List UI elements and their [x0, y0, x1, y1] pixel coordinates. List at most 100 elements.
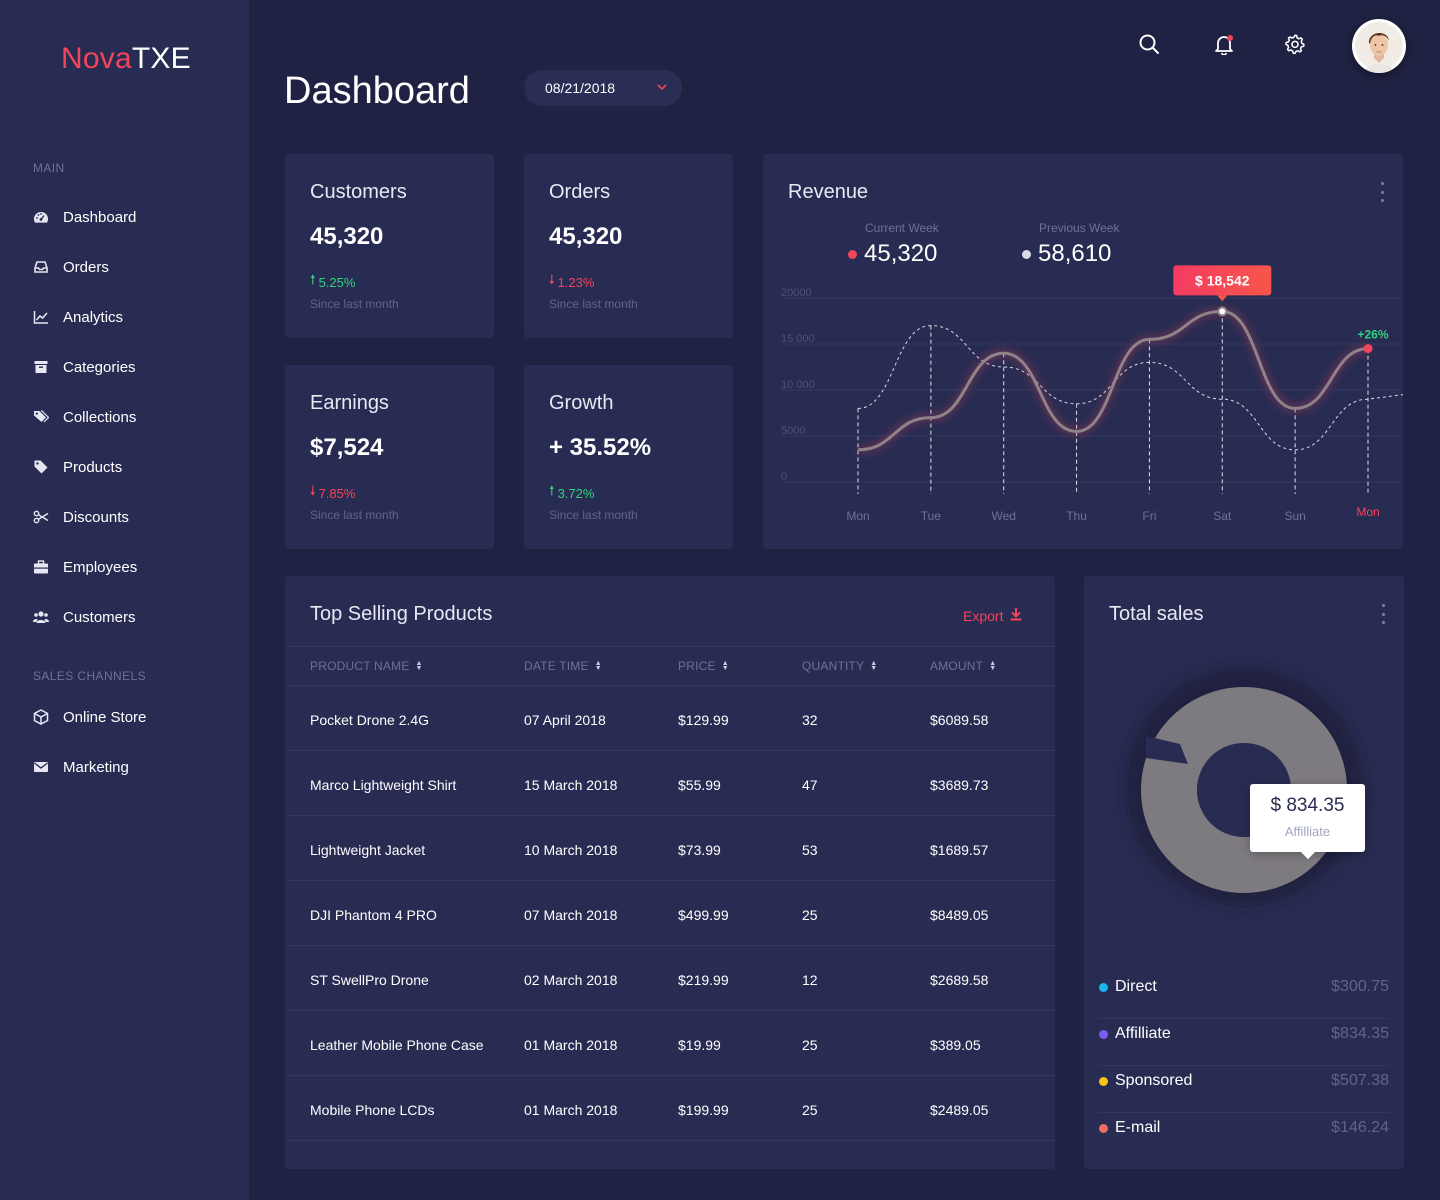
- more-options-button[interactable]: [1379, 182, 1385, 202]
- revenue-tooltip-box: [1173, 265, 1272, 296]
- legend-name: Sponsored: [1115, 1072, 1193, 1089]
- stat-card-growth: Growth + 35.52% 🠕 3.72% Since last month: [524, 365, 733, 549]
- current-week-label: Current Week: [865, 221, 939, 235]
- cell-price: $73.99: [678, 842, 721, 858]
- column-header-amount[interactable]: AMOUNT ▲ ▼: [930, 659, 996, 673]
- sales-legend-item-direct[interactable]: Direct $300.75: [1098, 972, 1389, 1019]
- y-tick-label: 5000: [781, 425, 805, 437]
- stat-card-customers: Customers 45,320 🠕 5.25% Since last month: [285, 154, 494, 338]
- sidebar-item-label: Online Store: [63, 708, 147, 726]
- table-row[interactable]: Mobile Phone LCDs 01 March 2018 $199.99 …: [285, 1076, 1055, 1141]
- column-header-price[interactable]: PRICE ▲ ▼: [678, 659, 729, 673]
- arrow-down-icon: 🠗: [310, 483, 316, 498]
- scissors-icon: [33, 509, 49, 525]
- cell-date-time: 15 March 2018: [524, 777, 618, 793]
- donut-tooltip-label: Affilliate: [1284, 824, 1331, 839]
- date-picker-value: 08/21/2018: [545, 80, 616, 96]
- cell-date-time: 01 March 2018: [524, 1037, 618, 1053]
- cell-quantity: 25: [802, 1102, 818, 1118]
- cell-price: $129.99: [678, 712, 729, 728]
- table-row[interactable]: Marco Lightweight Shirt 15 March 2018 $5…: [285, 751, 1055, 816]
- stat-value: $7,524: [310, 434, 384, 461]
- y-tick-label: 0: [781, 471, 787, 483]
- archive-icon: [33, 359, 49, 375]
- stat-subtitle: Since last month: [310, 508, 399, 522]
- avatar[interactable]: [1352, 19, 1406, 73]
- sidebar-item-customers[interactable]: Customers: [33, 605, 136, 629]
- current-week-number: 45,320: [864, 240, 938, 267]
- column-header-label: AMOUNT: [930, 659, 984, 673]
- stat-value: + 35.52%: [549, 434, 652, 461]
- line-chart-icon: [33, 309, 49, 325]
- tags-icon: [33, 409, 49, 425]
- sidebar-item-label: Collections: [63, 408, 137, 426]
- legend-amount: $146.24: [1331, 1119, 1389, 1136]
- sidebar-item-online-store[interactable]: Online Store: [33, 705, 146, 729]
- cell-product-name: Pocket Drone 2.4G: [310, 712, 430, 728]
- cell-amount: $2489.05: [930, 1102, 989, 1118]
- sidebar-item-employees[interactable]: Employees: [33, 555, 137, 579]
- sales-legend-item-sponsored[interactable]: Sponsored $507.38: [1098, 1066, 1389, 1113]
- more-options-button[interactable]: [1380, 604, 1386, 624]
- sidebar-item-discounts[interactable]: Discounts: [33, 505, 129, 529]
- legend-name: E-mail: [1115, 1119, 1161, 1136]
- column-header-label: QUANTITY: [802, 659, 865, 673]
- sidebar-item-products[interactable]: Products: [33, 455, 122, 479]
- export-label: Export: [963, 607, 1004, 624]
- stat-subtitle: Since last month: [549, 508, 638, 522]
- stat-delta: 🠕 3.72%: [549, 482, 594, 504]
- x-tick-label: Sun: [1284, 509, 1305, 523]
- sidebar-item-categories[interactable]: Categories: [33, 355, 136, 379]
- dashboard-icon: [33, 209, 49, 225]
- stat-value: 45,320: [310, 223, 384, 250]
- sidebar-item-label: Dashboard: [63, 208, 137, 226]
- sort-icon: ▲ ▼: [415, 660, 423, 672]
- brand-logo[interactable]: NovaTXE: [61, 42, 191, 76]
- bell-icon: [1215, 35, 1233, 55]
- x-tick-label: Thu: [1066, 509, 1087, 523]
- sidebar-item-orders[interactable]: Orders: [33, 255, 109, 279]
- sidebar-item-label: Employees: [63, 558, 138, 576]
- export-button[interactable]: Export: [963, 607, 1022, 624]
- date-picker[interactable]: 08/21/2018: [524, 70, 682, 106]
- legend-name: Direct: [1115, 978, 1157, 995]
- section-label-sales-channels: SALES CHANNELS: [33, 669, 146, 683]
- column-header-quantity[interactable]: QUANTITY ▲ ▼: [802, 659, 877, 673]
- chevron-down-icon: [656, 80, 668, 98]
- cell-price: $219.99: [678, 972, 729, 988]
- sidebar-item-label: Analytics: [63, 308, 124, 326]
- table-row[interactable]: Pocket Drone 2.4G 07 April 2018 $129.99 …: [285, 686, 1055, 751]
- user-avatar-icon: [1355, 22, 1403, 73]
- legend-dot: [1099, 1077, 1108, 1086]
- x-tick-label: Tue: [921, 509, 942, 523]
- stat-value: 45,320: [549, 223, 623, 250]
- sales-legend-item-affiliate[interactable]: Affilliate $834.35: [1098, 1019, 1389, 1066]
- stat-delta-value: 7.85%: [318, 485, 356, 501]
- cell-price: $199.99: [678, 1102, 729, 1118]
- cell-date-time: 07 April 2018: [524, 712, 606, 728]
- sidebar-item-dashboard[interactable]: Dashboard: [33, 205, 136, 229]
- highlight-point[interactable]: [1217, 306, 1228, 317]
- sidebar-item-analytics[interactable]: Analytics: [33, 305, 123, 329]
- search-button[interactable]: [1137, 32, 1161, 56]
- sidebar-item-marketing[interactable]: Marketing: [33, 755, 129, 779]
- table-row[interactable]: DJI Phantom 4 PRO 07 March 2018 $499.99 …: [285, 881, 1055, 946]
- table-row[interactable]: Lightweight Jacket 10 March 2018 $73.99 …: [285, 816, 1055, 881]
- table-row[interactable]: Leather Mobile Phone Case 01 March 2018 …: [285, 1011, 1055, 1076]
- sidebar-item-label: Discounts: [63, 508, 129, 526]
- notifications-button[interactable]: [1212, 32, 1236, 56]
- sidebar-item-collections[interactable]: Collections: [33, 405, 136, 429]
- arrow-up-icon: 🠕: [310, 272, 316, 287]
- settings-button[interactable]: [1283, 32, 1307, 56]
- sort-icon: ▲ ▼: [594, 660, 602, 672]
- cell-quantity: 53: [802, 842, 818, 858]
- column-header-date-time[interactable]: DATE TIME ▲ ▼: [524, 659, 602, 673]
- stat-title: Growth: [549, 392, 614, 414]
- column-header-product-name[interactable]: PRODUCT NAME ▲ ▼: [310, 659, 423, 673]
- y-tick-label: 15 000: [781, 333, 815, 345]
- table-row[interactable]: ST SwellPro Drone 02 March 2018 $219.99 …: [285, 946, 1055, 1011]
- stat-title: Earnings: [310, 392, 389, 414]
- revenue-card: Revenue Current Week 45,320 Previous Wee…: [763, 154, 1403, 549]
- revenue-tooltip-arrow: [1217, 295, 1228, 302]
- sales-legend-item-email[interactable]: E-mail $146.24: [1098, 1113, 1389, 1160]
